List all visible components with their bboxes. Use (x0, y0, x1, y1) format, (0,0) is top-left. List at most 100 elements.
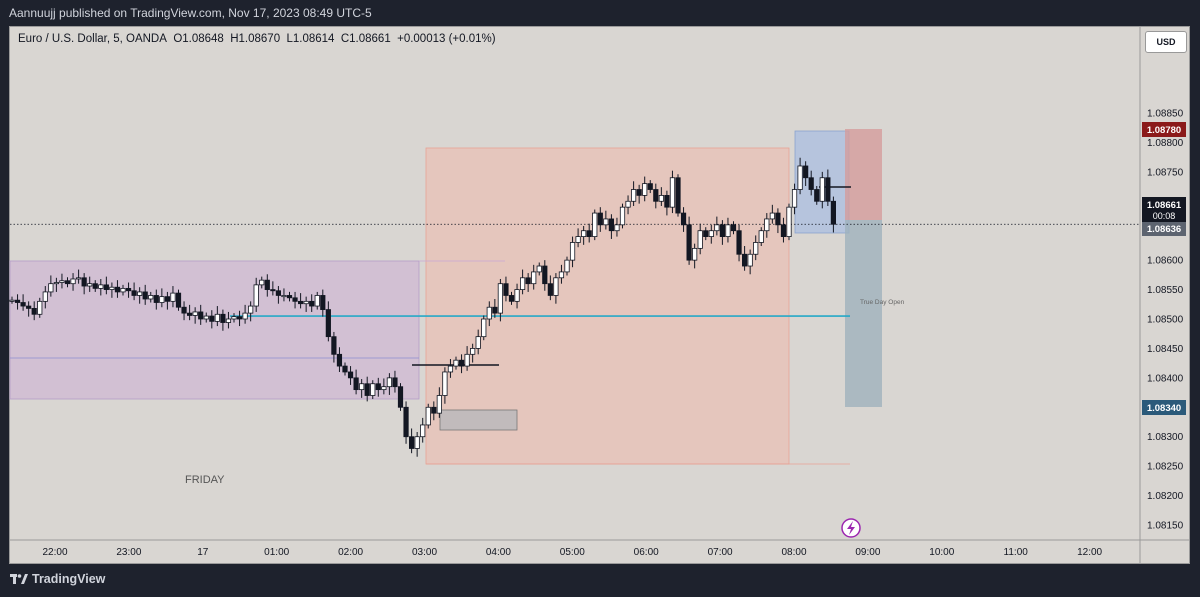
candle (680, 207, 687, 232)
candle-body (275, 290, 282, 296)
symbol-title: Euro / U.S. Dollar, 5, OANDA (18, 33, 167, 45)
currency-button[interactable]: USD (1145, 31, 1187, 53)
take-profit-zone (845, 220, 882, 407)
candle (786, 203, 792, 241)
candle (547, 275, 553, 301)
time-tick-label: 03:00 (412, 547, 437, 558)
candle-body (664, 194, 670, 208)
candle-body (653, 189, 659, 202)
candle (470, 343, 476, 363)
candle-body (719, 224, 726, 237)
alert-icon[interactable] (841, 518, 861, 538)
price-tick-label: 1.08150 (1147, 521, 1184, 532)
candle (592, 209, 598, 241)
candle (514, 283, 520, 309)
candle (59, 273, 65, 289)
candle-body (669, 177, 676, 208)
candle (92, 280, 98, 292)
time-tick-label: 22:00 (42, 547, 67, 558)
candle (486, 301, 492, 327)
candle (697, 223, 703, 255)
candle (148, 291, 154, 303)
candle-body (281, 295, 287, 298)
candle (137, 287, 143, 304)
candle-body (53, 282, 60, 285)
candle-body (414, 436, 420, 449)
candle (692, 243, 698, 269)
candle (575, 228, 581, 248)
candle-body (625, 200, 631, 208)
candle-body (614, 224, 620, 232)
candle (397, 383, 404, 411)
candle-body (381, 386, 387, 391)
candle-body (81, 277, 87, 287)
candle (76, 269, 82, 284)
price-axis: 1.088501.088001.087501.087001.086501.086… (42, 109, 1183, 559)
candle-body (148, 295, 154, 300)
candle (87, 276, 93, 292)
candle (381, 378, 387, 395)
candle-body (742, 253, 748, 267)
candle-body (703, 230, 709, 237)
candle-body (658, 194, 664, 202)
candle-body (20, 302, 26, 307)
candle (825, 169, 831, 206)
candle (625, 195, 631, 215)
candle-series (9, 157, 837, 457)
candle-body (392, 377, 398, 388)
svg-text:1.08780: 1.08780 (1147, 125, 1181, 136)
candle-body (458, 359, 465, 367)
candle-body (475, 336, 481, 349)
candle-body (48, 283, 54, 293)
candle (347, 366, 354, 385)
candle (458, 354, 465, 374)
candle (636, 184, 642, 204)
price-tick-label: 1.08550 (1147, 285, 1184, 296)
candle-body (259, 279, 265, 286)
candle-body (37, 300, 43, 315)
candle (658, 187, 664, 206)
candle (125, 282, 132, 298)
candle-body (680, 212, 687, 226)
candle-body (764, 218, 770, 232)
candle-body (830, 200, 837, 225)
candle (581, 226, 587, 245)
candle-body (175, 292, 182, 308)
candle (159, 288, 165, 308)
candle (531, 264, 537, 290)
candle-body (231, 316, 237, 320)
candle (309, 294, 315, 312)
tradingview-brand[interactable]: TradingView (10, 572, 105, 586)
candle (725, 217, 731, 243)
candle (98, 278, 104, 296)
candle (647, 180, 653, 194)
candle-body (692, 247, 698, 261)
candle-body (791, 189, 798, 208)
candle-body (359, 383, 365, 391)
ohlc-low: L1.08614 (286, 33, 335, 45)
candle-body (431, 406, 437, 414)
bid-price-badge: 1.08636 (1142, 222, 1186, 236)
candle (303, 296, 309, 312)
candle-body (420, 424, 426, 438)
candle (669, 170, 676, 214)
candle-body (797, 165, 803, 190)
candle (342, 362, 348, 376)
candle-body (181, 306, 187, 314)
candle-body (508, 295, 515, 302)
candle (164, 291, 170, 310)
candle (9, 296, 15, 304)
candle (730, 221, 737, 235)
candle (386, 373, 393, 395)
ohlc-high: H1.08670 (230, 33, 281, 45)
candle (614, 217, 620, 237)
candle-body (819, 177, 825, 202)
candle-body (736, 230, 742, 255)
candle (569, 236, 576, 268)
candle (830, 196, 837, 233)
candle (364, 376, 370, 402)
candle-body (808, 177, 814, 190)
candle-body (114, 286, 121, 293)
candle-body (159, 296, 165, 303)
